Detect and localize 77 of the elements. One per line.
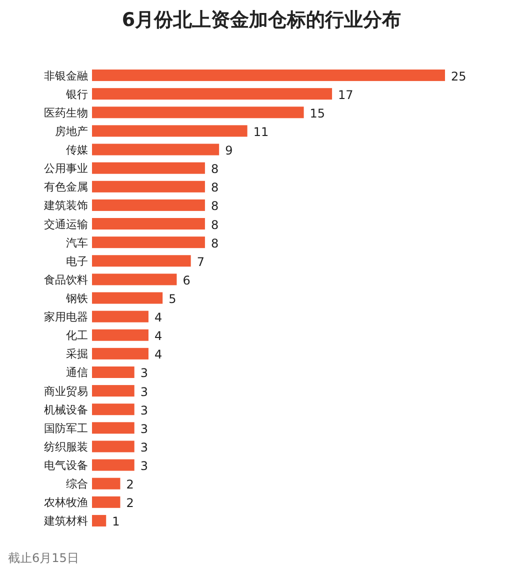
bar <box>92 88 332 100</box>
y-tick-label: 非银金融 <box>44 69 88 82</box>
bar <box>92 125 248 137</box>
bar <box>92 180 205 192</box>
data-label: 11 <box>253 124 269 139</box>
data-label: 3 <box>140 366 148 380</box>
y-tick-label: 交通运输 <box>44 218 88 231</box>
data-label: 4 <box>154 348 162 362</box>
bar <box>92 514 106 526</box>
bar <box>92 478 120 490</box>
data-label: 6 <box>182 273 190 288</box>
bar <box>92 162 205 174</box>
bar <box>92 106 304 118</box>
data-label: 4 <box>154 329 162 344</box>
bar <box>92 292 163 304</box>
y-tick-label: 银行 <box>65 88 88 101</box>
y-tick-label: 汽车 <box>66 236 88 250</box>
data-label: 8 <box>210 180 219 195</box>
y-tick-label: 电子 <box>66 254 88 268</box>
y-tick-label: 采掘 <box>66 348 88 361</box>
bar <box>92 255 191 267</box>
data-label: 2 <box>126 478 134 492</box>
bar <box>92 404 134 416</box>
y-tick-label: 公用事业 <box>44 162 88 176</box>
bar <box>92 422 134 434</box>
data-label: 15 <box>310 106 326 120</box>
bar <box>92 385 134 397</box>
data-label: 8 <box>210 199 219 214</box>
y-tick-label: 有色金属 <box>44 180 88 194</box>
y-tick-label: 商业贸易 <box>44 384 88 398</box>
bar <box>92 199 205 211</box>
bar <box>92 218 205 230</box>
y-tick-label: 农林牧渔 <box>44 496 88 510</box>
y-tick-label: 钢铁 <box>65 292 88 305</box>
data-label: 8 <box>210 162 219 176</box>
data-label: 3 <box>140 422 148 436</box>
chart-title: 6月份北上资金加仓标的行业分布 <box>122 9 402 31</box>
bar <box>92 329 148 341</box>
y-tick-label: 房地产 <box>55 124 88 138</box>
text: 截止6月15日 <box>8 551 79 565</box>
bar <box>92 348 148 360</box>
y-tick-label: 综合 <box>66 478 88 491</box>
bar <box>92 459 134 471</box>
y-tick-label: 化工 <box>66 329 88 342</box>
y-tick-label: 建筑装饰 <box>43 199 88 212</box>
bar <box>92 236 205 248</box>
bar <box>92 70 445 82</box>
data-label: 3 <box>140 384 148 399</box>
y-tick-label: 电气设备 <box>44 459 88 472</box>
data-label: 3 <box>140 459 148 474</box>
y-tick-label: 食品饮料 <box>44 273 88 286</box>
y-tick-label: 纺织服装 <box>44 440 88 454</box>
bar <box>92 310 148 322</box>
data-label: 17 <box>338 88 354 102</box>
data-label: 5 <box>168 292 176 306</box>
bar <box>92 440 134 452</box>
data-label: 25 <box>451 69 466 84</box>
y-tick-label: 建筑材料 <box>43 514 88 528</box>
data-label: 2 <box>126 496 134 510</box>
y-tick-label: 通信 <box>66 366 88 380</box>
y-tick-label: 传媒 <box>66 144 88 157</box>
data-label: 4 <box>154 310 162 325</box>
data-label: 9 <box>225 144 233 158</box>
data-label: 3 <box>140 403 148 418</box>
data-label: 8 <box>210 236 219 250</box>
data-label: 1 <box>112 514 120 529</box>
data-label: 8 <box>210 218 219 232</box>
data-label: 7 <box>196 254 204 269</box>
bar <box>92 366 134 378</box>
bar <box>92 274 177 286</box>
y-tick-label: 家用电器 <box>44 310 88 324</box>
bar <box>92 496 120 508</box>
bar <box>92 144 220 156</box>
y-tick-label: 医药生物 <box>44 106 88 120</box>
y-tick-label: 国防军工 <box>44 422 88 435</box>
y-tick-label: 机械设备 <box>44 403 88 416</box>
data-label: 3 <box>140 440 148 454</box>
